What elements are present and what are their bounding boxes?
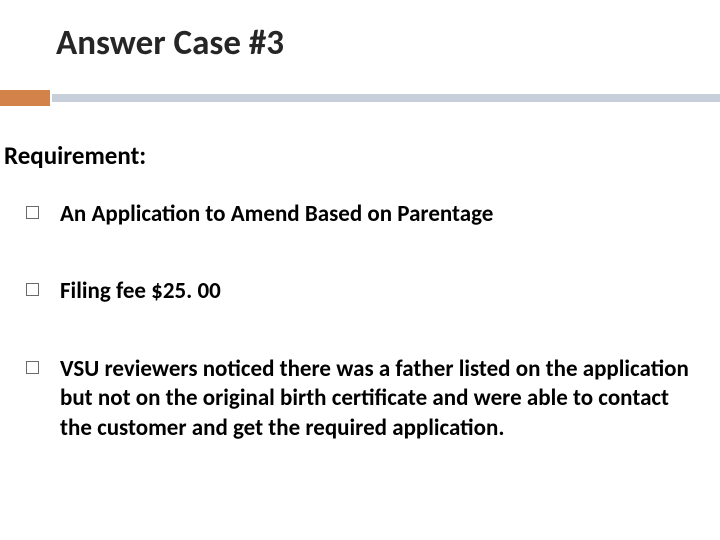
rule-bar (52, 94, 720, 102)
list-item-text: Filing fee $25. 00 (60, 277, 221, 305)
checkbox-icon (26, 283, 39, 296)
checkbox-icon (26, 206, 39, 219)
list-item: Filing fee $25. 00 (26, 277, 690, 306)
checkbox-icon (26, 361, 39, 374)
bullet-list: An Application to Amend Based on Parenta… (26, 200, 690, 443)
list-item-text: An Application to Amend Based on Parenta… (60, 200, 493, 228)
rule-accent (0, 90, 50, 106)
list-item: VSU reviewers noticed there was a father… (26, 355, 690, 443)
section-label: Requirement: (4, 140, 146, 171)
list-item-text: VSU reviewers noticed there was a father… (60, 355, 689, 442)
title-rule (0, 90, 720, 106)
slide-title: Answer Case #3 (56, 22, 284, 64)
list-item: An Application to Amend Based on Parenta… (26, 200, 690, 229)
